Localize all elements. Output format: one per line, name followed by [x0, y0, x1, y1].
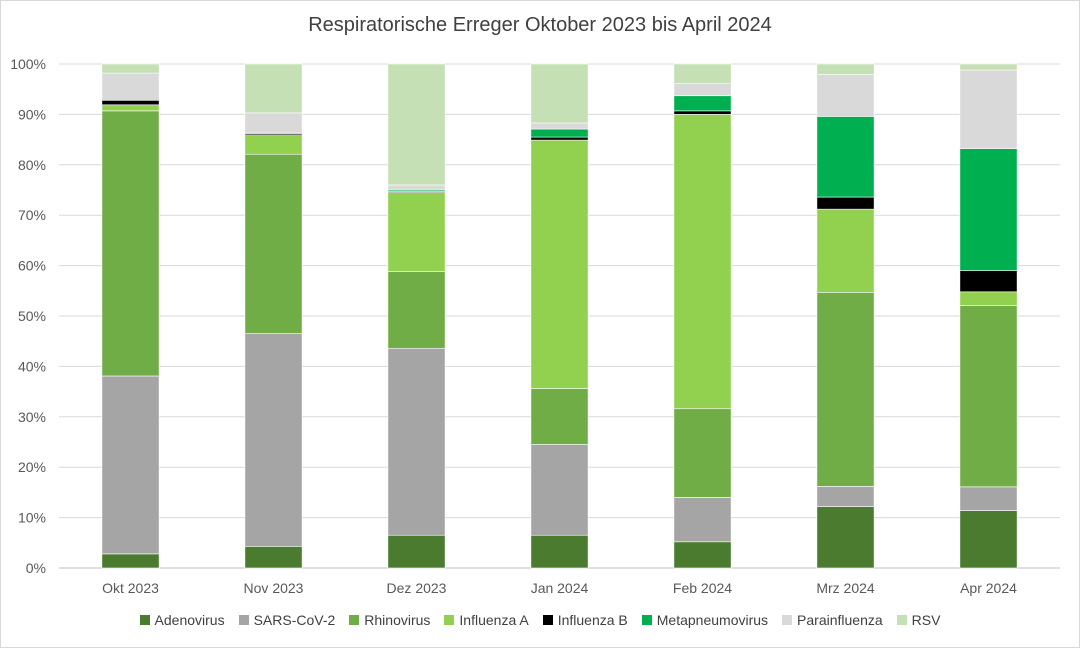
x-tick-label: Dez 2023 — [387, 580, 447, 596]
bar-segment — [959, 148, 1018, 271]
bar-segment — [673, 63, 732, 84]
bar-segment — [101, 375, 160, 555]
legend-label: Metapneumovirus — [656, 612, 769, 628]
bar-segment — [673, 110, 732, 115]
bar-segment — [673, 114, 732, 410]
bar-segment — [530, 388, 589, 445]
bar-segment — [244, 63, 303, 114]
legend-label: Adenovirus — [154, 612, 225, 628]
chart-title: Respiratorische Erreger Oktober 2023 bis… — [308, 14, 772, 36]
bar-segment — [816, 63, 875, 75]
bar-segment — [816, 486, 875, 507]
y-tick-label: 50% — [18, 308, 46, 324]
x-tick-label: Apr 2024 — [960, 580, 1017, 596]
bar-segment — [101, 110, 160, 377]
bar-segment — [673, 408, 732, 498]
bar-segment — [673, 95, 732, 112]
bar-segment — [530, 122, 589, 130]
y-tick-label: 40% — [18, 358, 46, 374]
bar-segment — [244, 333, 303, 547]
legend-item: Influenza A — [444, 612, 529, 628]
bar-segment — [816, 208, 875, 293]
legend-swatch — [896, 615, 907, 625]
legend-label: Influenza B — [557, 612, 628, 628]
bar-segment — [959, 69, 1018, 149]
bar-segment — [959, 486, 1018, 511]
y-tick-label: 80% — [18, 157, 46, 173]
legend-item: Metapneumovirus — [641, 612, 769, 628]
legend-item: Parainfluenza — [782, 612, 883, 628]
legend-label: Influenza A — [459, 612, 529, 628]
legend-swatch — [349, 615, 360, 625]
bar-segment — [816, 74, 875, 117]
bar-segment — [101, 104, 160, 112]
bar-segment — [816, 292, 875, 487]
bar-segment — [816, 506, 875, 569]
bar-segment — [101, 553, 160, 569]
bar-segment — [244, 112, 303, 134]
x-tick-label: Jan 2024 — [531, 580, 589, 596]
legend-swatch — [444, 615, 455, 625]
bar-segment — [959, 305, 1018, 488]
bar-segment — [101, 99, 160, 106]
bar-segment — [530, 534, 589, 569]
bar-segment — [387, 192, 446, 272]
bar-segment — [959, 291, 1018, 306]
bar-segment — [101, 63, 160, 74]
legend-swatch — [641, 615, 652, 625]
legend-swatch — [542, 615, 553, 625]
x-tick-label: Nov 2023 — [244, 580, 304, 596]
bar-segment — [673, 541, 732, 569]
legend-item: Rhinovirus — [349, 612, 430, 628]
legend-label: Parainfluenza — [797, 612, 883, 628]
x-tick-label: Feb 2024 — [673, 580, 732, 596]
bar-segment — [959, 63, 1018, 71]
y-tick-label: 100% — [10, 56, 46, 72]
bar-segment — [530, 63, 589, 124]
bar-segment — [959, 270, 1018, 293]
y-tick-label: 0% — [26, 560, 46, 576]
x-tick-label: Mrz 2024 — [816, 580, 875, 596]
x-tick-label: Okt 2023 — [102, 580, 159, 596]
legend-item: SARS-CoV-2 — [238, 612, 336, 628]
bar-segment — [387, 534, 446, 569]
bar-segment — [959, 510, 1018, 569]
legend-swatch — [139, 615, 150, 625]
y-tick-label: 70% — [18, 207, 46, 223]
legend-label: SARS-CoV-2 — [253, 612, 336, 628]
bar-segment — [387, 347, 446, 536]
y-tick-label: 60% — [18, 258, 46, 274]
bar-segment — [530, 444, 589, 536]
legend-item: Influenza B — [542, 612, 628, 628]
bar-segment — [816, 196, 875, 210]
legend-label: Rhinovirus — [364, 612, 431, 628]
bar-segment — [244, 135, 303, 155]
bar-segment — [530, 128, 589, 138]
bar-segment — [387, 184, 446, 191]
legend-item: Adenovirus — [139, 612, 225, 628]
y-tick-label: 20% — [18, 459, 46, 475]
bar-segment — [673, 497, 732, 543]
legend-label: RSV — [911, 612, 941, 628]
bar-segment — [816, 116, 875, 198]
bar-segment — [673, 83, 732, 97]
legend-swatch — [238, 615, 249, 625]
bar-segment — [244, 153, 303, 334]
bar-segment — [530, 136, 589, 141]
y-tick-label: 10% — [18, 510, 46, 526]
bar-segment — [244, 546, 303, 569]
bar-segment — [530, 139, 589, 389]
bar-segment — [387, 271, 446, 349]
legend-item: RSV — [896, 612, 941, 628]
bar-segment — [101, 72, 160, 101]
y-tick-label: 90% — [18, 106, 46, 122]
y-tick-label: 30% — [18, 409, 46, 425]
chart-legend: Adenovirus SARS-CoV-2 Rhinovirus Influenza … — [0, 612, 1080, 628]
bar-segment — [387, 63, 446, 186]
legend-swatch — [782, 615, 793, 625]
